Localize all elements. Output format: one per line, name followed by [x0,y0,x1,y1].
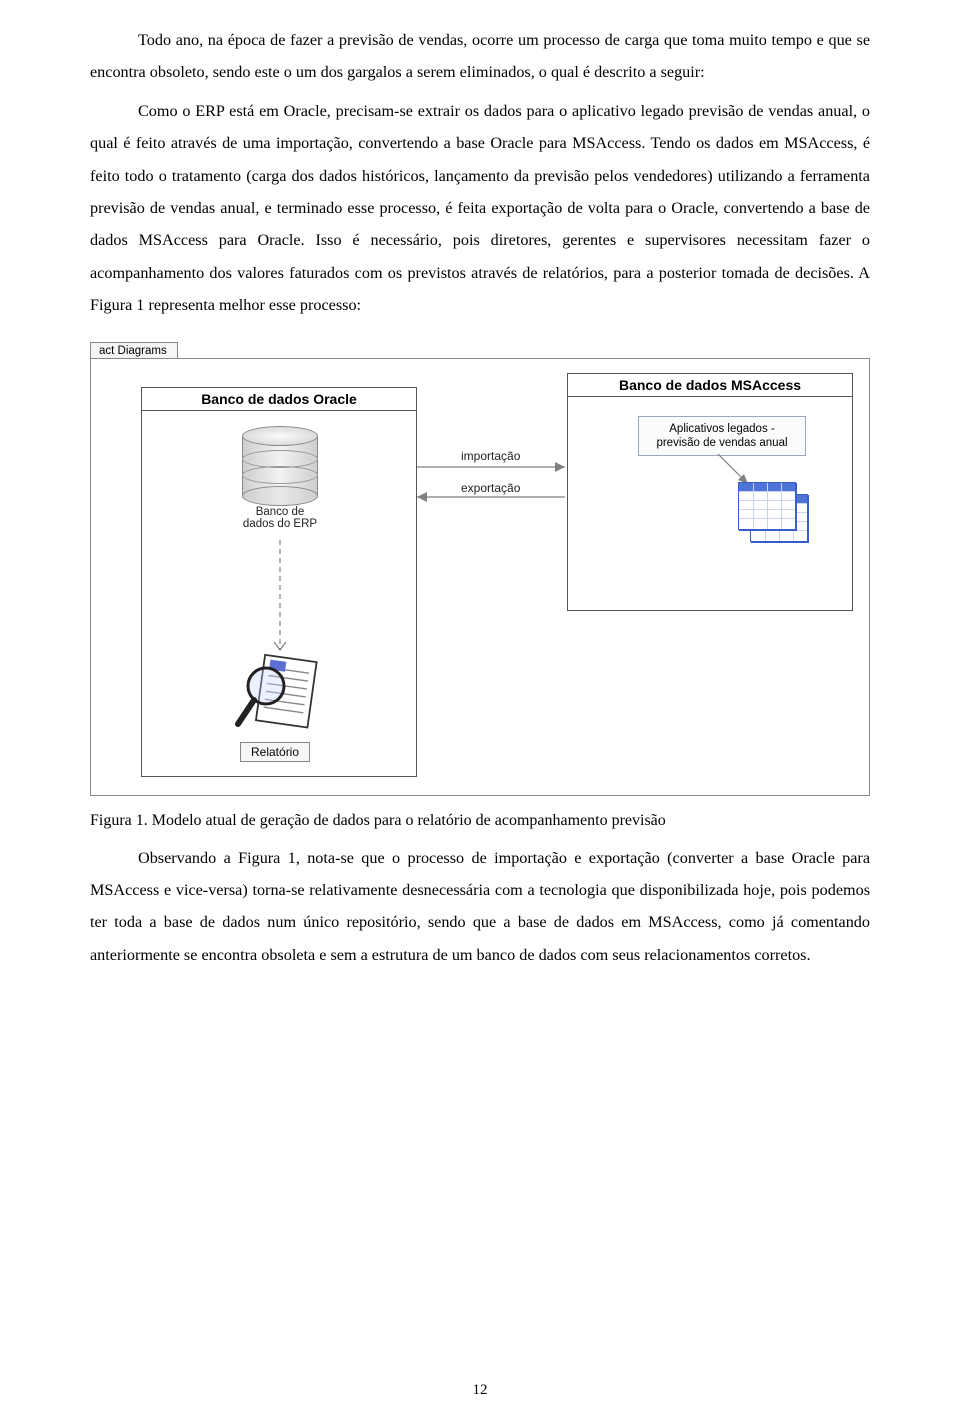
figure-caption: Figura 1. Modelo atual de geração de dad… [90,812,870,830]
import-export-arrows [91,359,871,797]
importacao-label: importação [461,449,520,463]
diagram-tab: act Diagrams [90,342,178,359]
diagram-container: act Diagrams Banco de dados Oracle Banco… [90,340,870,796]
paragraph-1: Todo ano, na época de fazer a previsão d… [90,24,870,89]
diagram-frame: Banco de dados Oracle Banco de dados do … [90,358,870,796]
page-number: 12 [0,1382,960,1399]
paragraph-3: Observando a Figura 1, nota-se que o pro… [90,842,870,972]
exportacao-label: exportação [461,481,520,495]
paragraph-2: Como o ERP está em Oracle, precisam-se e… [90,95,870,322]
